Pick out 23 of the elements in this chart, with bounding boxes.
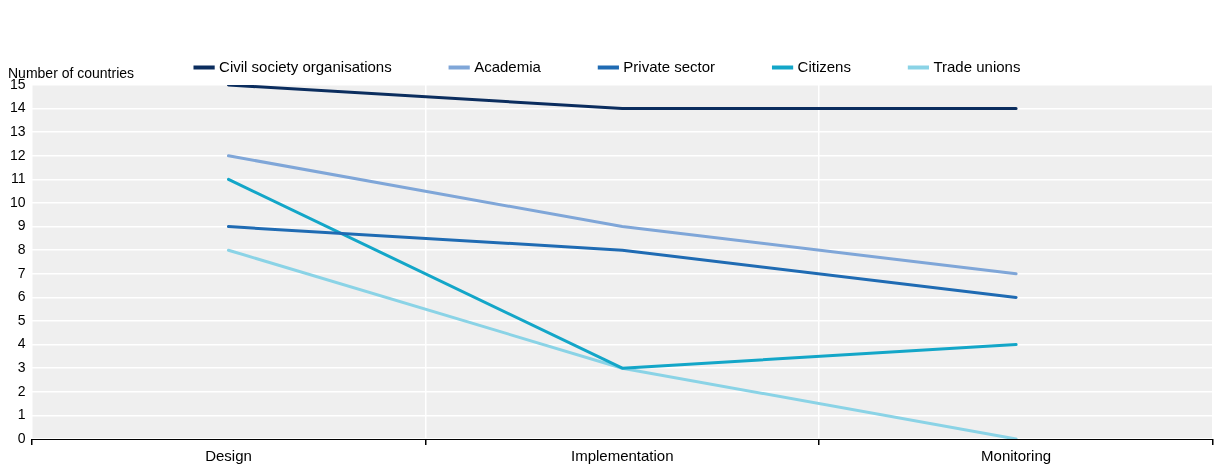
legend-label: Trade unions (933, 57, 1021, 75)
y-tick-label: 6 (17, 288, 26, 305)
x-tick-label: Design (205, 447, 252, 465)
y-tick-label: 5 (17, 311, 26, 328)
x-tick-label: Monitoring (981, 447, 1052, 465)
y-tick-label: 12 (9, 146, 26, 163)
y-tick-label: 7 (17, 264, 26, 281)
legend-label: Academia (474, 57, 542, 75)
legend-label: Civil society organisations (219, 57, 392, 75)
y-tick-label: 0 (17, 429, 26, 446)
y-tick-label: 11 (11, 170, 26, 187)
y-tick-label: 13 (9, 123, 26, 140)
legend-label: Citizens (797, 57, 851, 75)
y-tick-label: 10 (9, 193, 26, 210)
legend-label: Private sector (623, 57, 716, 75)
y-tick-label: 4 (17, 335, 26, 352)
y-tick-label: 2 (17, 382, 26, 399)
y-tick-label: 8 (17, 241, 26, 258)
x-tick-label: Implementation (571, 447, 674, 465)
y-tick-label: 9 (17, 217, 26, 234)
y-tick-label: 1 (17, 406, 26, 423)
y-tick-label: 3 (17, 359, 26, 376)
y-tick-label: 14 (9, 99, 26, 116)
